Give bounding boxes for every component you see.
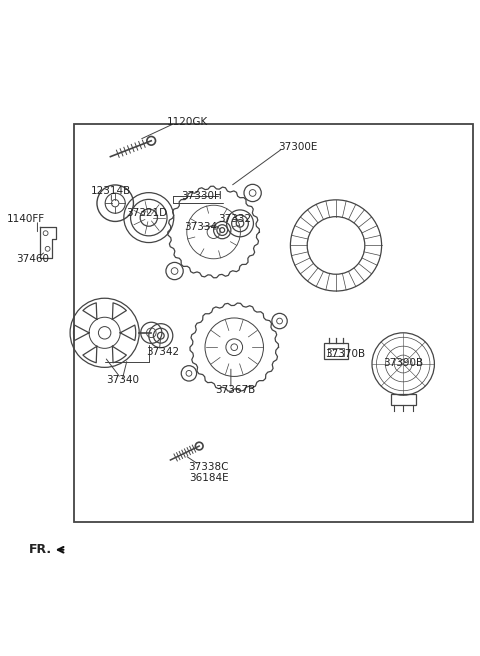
Text: 37332: 37332 [218, 214, 252, 224]
Text: 37300E: 37300E [278, 142, 317, 152]
Text: 36184E: 36184E [189, 473, 228, 483]
Text: 37342: 37342 [146, 347, 180, 357]
Bar [391, 394, 416, 405]
Text: 37334: 37334 [184, 222, 217, 232]
Text: 37330H: 37330H [181, 190, 222, 201]
Bar [324, 342, 348, 359]
Bar [74, 124, 473, 522]
Text: FR.: FR. [29, 543, 52, 556]
Text: 37338C: 37338C [189, 462, 229, 472]
Text: 12314B: 12314B [91, 186, 132, 195]
Text: 37340: 37340 [106, 375, 139, 385]
Text: 1140FF: 1140FF [6, 214, 45, 224]
Text: 37321D: 37321D [126, 208, 167, 218]
Text: 37390B: 37390B [383, 358, 423, 367]
Text: 37367B: 37367B [215, 385, 255, 396]
Text: 37370B: 37370B [325, 350, 366, 359]
Bar [328, 348, 344, 356]
Text: 1120GK: 1120GK [167, 117, 208, 127]
Text: 37460: 37460 [16, 255, 48, 264]
